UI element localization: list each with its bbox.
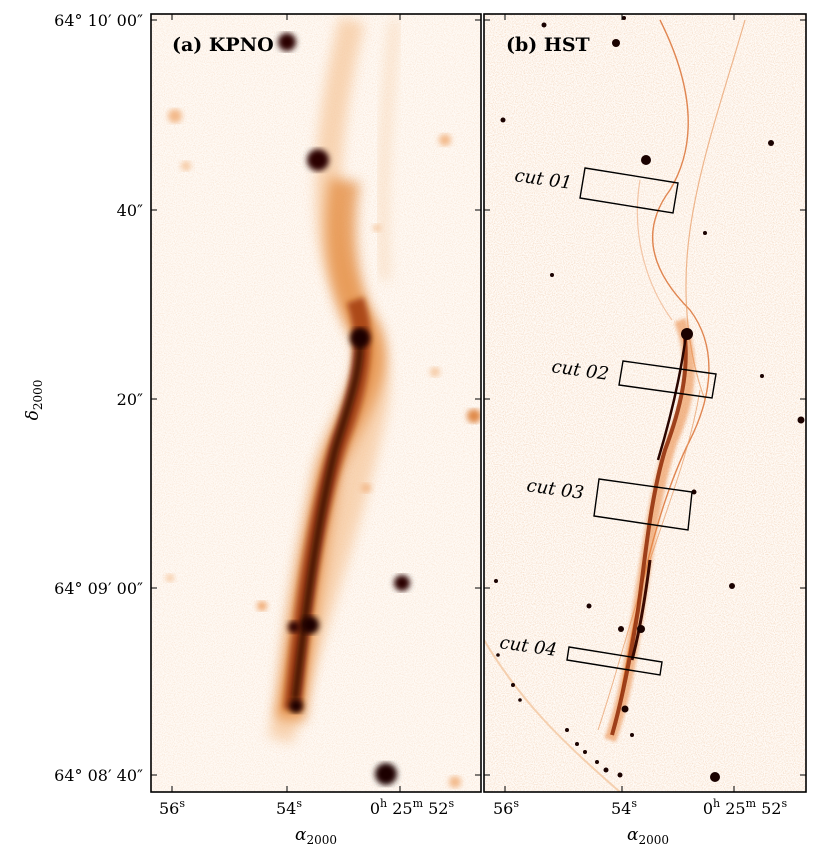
cut-02-box: [618, 360, 717, 399]
panel-a-ticks: [151, 14, 481, 792]
cut-01-box: [579, 167, 679, 214]
panel-b-image: [484, 14, 806, 792]
panel-b-ticks: [484, 14, 806, 792]
x-tick-label: 54s: [611, 797, 637, 818]
panel-a-image: [151, 14, 481, 792]
x-axis-label: α2000: [627, 825, 669, 847]
x-tick-label: 54s: [276, 797, 302, 818]
y-tick-label: 64° 10′ 00″: [54, 11, 143, 30]
panel-b-stars: [494, 16, 805, 782]
y-tick-label: 64° 09′ 00″: [54, 579, 143, 598]
panel-a-title: (a) KPNO: [172, 34, 274, 56]
x-axis-label: α2000: [295, 825, 337, 847]
x-tick-label: 0h 25m 52s: [370, 797, 455, 818]
y-tick-label: 64° 08′ 40″: [54, 766, 143, 785]
cut-boxes: [566, 167, 717, 676]
panel-a-frame: [150, 13, 482, 793]
cut-04-box: [566, 646, 663, 676]
panel-a: (a) KPNO 64° 10′ 00″ 40″ 20″ 64° 09′ 00″…: [23, 11, 482, 847]
y-tick-label: 40″: [117, 201, 143, 220]
panel-b: (b) HST cut 01 cut 02 cut 03 cut 04 56s …: [483, 13, 807, 847]
y-tick-label: 20″: [117, 390, 143, 409]
panel-b-frame: [483, 13, 807, 793]
panel-b-title: (b) HST: [506, 34, 590, 56]
y-axis-label: δ2000: [23, 380, 45, 421]
x-tick-label: 56s: [159, 797, 185, 818]
cut-03-box: [593, 478, 693, 531]
x-tick-label: 56s: [493, 797, 519, 818]
x-tick-label: 0h 25m 52s: [703, 797, 788, 818]
